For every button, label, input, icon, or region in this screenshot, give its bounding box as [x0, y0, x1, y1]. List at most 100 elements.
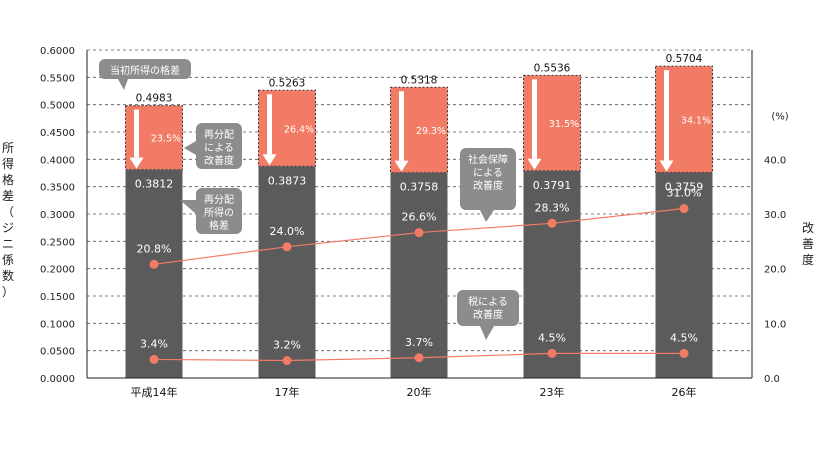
- left-tick-label: 0.4000: [40, 155, 75, 166]
- left-tick-label: 0.4500: [40, 128, 75, 139]
- tax-value-label: 4.5%: [538, 331, 566, 344]
- arrow-shaft: [532, 79, 537, 159]
- callout-social-text: 改善度: [473, 179, 503, 192]
- bar-redistributed-segment: [125, 169, 183, 378]
- left-axis-title-char: ）: [2, 285, 14, 299]
- left-axis-title-char: 得: [2, 156, 14, 171]
- arrow-shaft: [267, 94, 272, 155]
- social-security-point: [547, 218, 557, 228]
- right-tick-label: 0.0: [764, 374, 780, 385]
- social-security-value-label: 31.0%: [667, 187, 702, 200]
- bar-redistributed-segment: [258, 166, 316, 378]
- tax-value-label: 3.2%: [273, 339, 301, 352]
- callout-redist-income-tail: [180, 200, 196, 214]
- left-axis-title-char: 差: [2, 189, 14, 203]
- callout-social-text: による: [473, 167, 503, 179]
- social-security-point: [149, 259, 159, 269]
- left-axis-title-char: 所: [2, 141, 14, 155]
- right-axis-title-char: 改: [802, 221, 814, 235]
- tax-value-label: 3.4%: [140, 337, 168, 350]
- initial-value-label: 0.4983: [136, 93, 173, 105]
- left-axis-title-char: 格: [2, 172, 14, 187]
- bar-redistributed-segment: [523, 170, 581, 378]
- left-tick-label: 0.1500: [40, 292, 75, 303]
- redistributed-value-label: 0.3873: [268, 174, 307, 187]
- tax-point: [414, 353, 424, 363]
- callout-redist-tail: [184, 141, 196, 155]
- callout-redist-text: による: [204, 142, 234, 154]
- social-security-value-label: 26.6%: [402, 211, 437, 224]
- arrow-head: [659, 160, 674, 172]
- improvement-percent-label: 23.5%: [151, 134, 181, 145]
- right-axis-title-char: 善: [802, 236, 814, 251]
- callout-social-box: [460, 148, 516, 210]
- tax-point: [679, 348, 689, 358]
- social-security-value-label: 28.3%: [535, 201, 570, 214]
- left-tick-label: 0.1000: [40, 319, 75, 330]
- tax-value-label: 4.5%: [670, 331, 698, 344]
- arrow-shaft: [134, 109, 139, 158]
- initial-value-label: 0.5318: [401, 74, 438, 86]
- arrow-head: [527, 158, 542, 170]
- callout-social-text: 社会保障: [468, 153, 508, 166]
- left-axis-title-char: （: [2, 205, 14, 219]
- initial-value-label: 0.5704: [666, 53, 703, 65]
- callout-initial-text: 当初所得の格差: [110, 64, 180, 77]
- improvement-percent-label: 26.4%: [284, 124, 314, 135]
- left-tick-label: 0.5000: [40, 101, 75, 112]
- tax-point: [149, 354, 159, 364]
- axes-group: 0.0000 0.0500 0.1000 0.1500 0.2000 0.2500 0.30…: [2, 46, 814, 399]
- left-axis-title-char: 数: [2, 268, 14, 283]
- bar-redistributed-segment: [655, 172, 713, 378]
- right-tick-label: 10.0: [764, 319, 786, 330]
- left-tick-label: 0.3500: [40, 183, 75, 194]
- arrow-head: [262, 154, 277, 166]
- tax-point: [282, 356, 292, 366]
- callout-tax-tail: [480, 326, 494, 340]
- tax-value-label: 3.7%: [405, 336, 433, 349]
- callout-redist-text: 再分配: [204, 129, 234, 141]
- right-tick-label: 40.0: [764, 155, 786, 166]
- left-tick-label: 0.3000: [40, 210, 75, 221]
- redistributed-value-label: 0.3791: [533, 179, 572, 192]
- bar-redistributed-segment: [390, 172, 448, 378]
- social-security-value-label: 20.8%: [137, 242, 172, 255]
- callout-redist-income-text: 格差: [209, 219, 229, 232]
- improvement-percent-label: 29.3%: [416, 126, 446, 137]
- callouts-group: 当初所得の格差再分配による改善度再分配所得の格差社会保障による改善度税による改善…: [99, 59, 519, 340]
- callout-redist-income-text: 再分配: [204, 194, 234, 206]
- callout-redist-box: [196, 123, 242, 169]
- left-axis-title-char: ジ: [2, 221, 14, 235]
- left-tick-label: 0.2000: [40, 265, 75, 276]
- callout-redist-income-box: [196, 188, 242, 234]
- arrow-shaft: [664, 70, 669, 161]
- callout-social-tail: [480, 210, 494, 222]
- social-security-point: [282, 242, 292, 252]
- arrow-shaft: [399, 91, 404, 161]
- left-tick-label: 0.2500: [40, 237, 75, 248]
- social-security-point: [414, 228, 424, 238]
- x-tick-label: 17年: [275, 385, 300, 399]
- right-tick-label: 20.0: [764, 265, 786, 276]
- callout-initial-box: [99, 59, 191, 79]
- callout-tax-box: [457, 290, 519, 326]
- callout-tax-text: 改善度: [473, 308, 503, 321]
- right-tick-label: 30.0: [764, 210, 786, 221]
- arrow-head: [394, 160, 409, 172]
- redistributed-value-label: 0.3812: [135, 178, 174, 191]
- left-axis-title-char: 係: [2, 253, 14, 267]
- left-tick-label: 0.0000: [40, 374, 75, 385]
- lines-group: 20.8% 24.0% 26.6% 28.3% 31.0% 3.4% 3.2% 3.7% 4.5…: [137, 187, 702, 366]
- x-tick-label: 23年: [540, 385, 565, 399]
- social-security-value-label: 24.0%: [270, 225, 305, 238]
- redistributed-value-label: 0.3758: [400, 181, 439, 194]
- initial-value-label: 0.5536: [534, 62, 571, 74]
- callout-redist-income-text: 所得の: [204, 207, 234, 219]
- callout-redist-text: 改善度: [204, 154, 234, 167]
- right-axis-title-char: 度: [802, 252, 814, 267]
- improvement-percent-label: 34.1%: [681, 115, 711, 126]
- left-axis-title-char: ニ: [2, 237, 14, 251]
- x-tick-label: 平成14年: [131, 385, 178, 399]
- left-tick-label: 0.0500: [40, 347, 75, 358]
